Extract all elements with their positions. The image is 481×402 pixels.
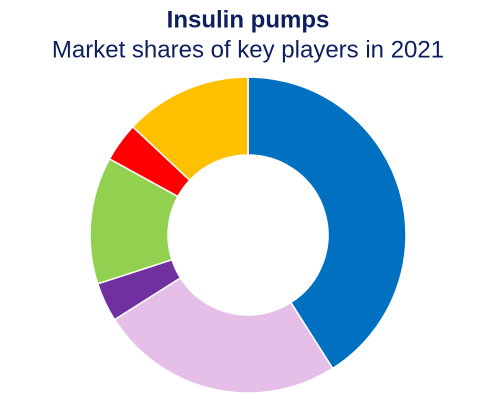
chart-title: Insulin pumps	[167, 6, 330, 33]
donut-slice	[113, 276, 334, 394]
donut-slice	[247, 76, 407, 370]
donut-slice	[131, 76, 249, 182]
chart-subtitle: Market shares of key players in 2021	[52, 36, 444, 63]
